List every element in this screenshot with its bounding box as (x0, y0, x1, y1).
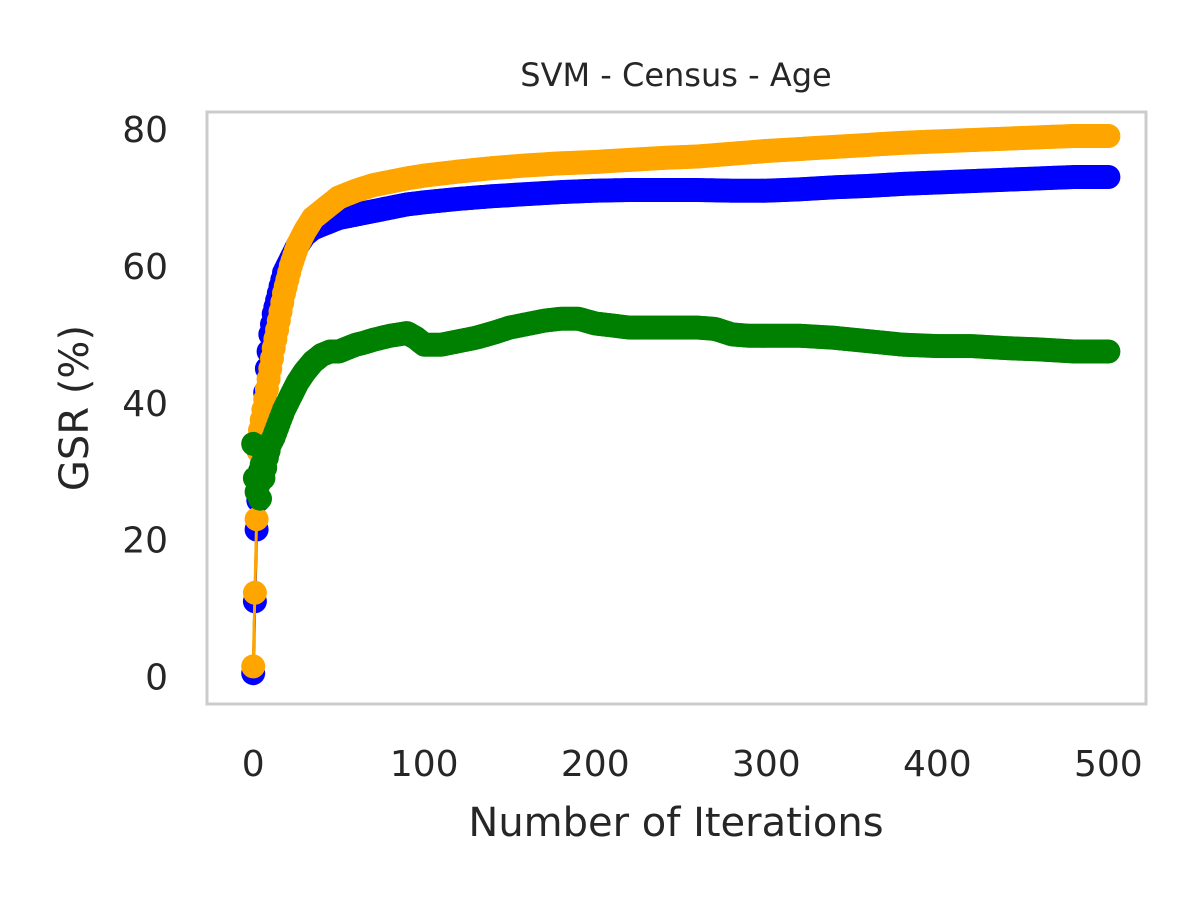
series-2 (241, 306, 1121, 511)
x-tick-label: 0 (242, 744, 265, 785)
x-tick-label: 100 (390, 744, 459, 785)
series-layer (241, 124, 1121, 686)
data-point (241, 654, 266, 679)
x-tick-label: 500 (1074, 744, 1143, 785)
x-axis-label: Number of Iterations (468, 800, 883, 846)
y-axis-label: GSR (%) (52, 325, 98, 491)
y-tick-label: 40 (122, 384, 168, 425)
x-axis-ticks: 0 100 200 300 400 500 (242, 744, 1143, 785)
data-point (1096, 124, 1121, 148)
data-point (244, 507, 269, 532)
x-tick-label: 300 (732, 744, 801, 785)
data-point (242, 580, 267, 605)
data-point (1096, 165, 1121, 189)
x-tick-label: 200 (561, 744, 630, 785)
y-tick-label: 0 (145, 658, 168, 699)
y-tick-label: 20 (122, 521, 168, 562)
data-point (1096, 339, 1121, 364)
y-axis-ticks: 0 20 40 60 80 (122, 110, 168, 699)
y-tick-label: 60 (122, 247, 168, 288)
x-tick-label: 400 (903, 744, 972, 785)
y-tick-label: 80 (122, 110, 168, 151)
chart-title: SVM - Census - Age (520, 56, 831, 94)
data-point (248, 486, 272, 511)
series-1 (241, 124, 1121, 679)
